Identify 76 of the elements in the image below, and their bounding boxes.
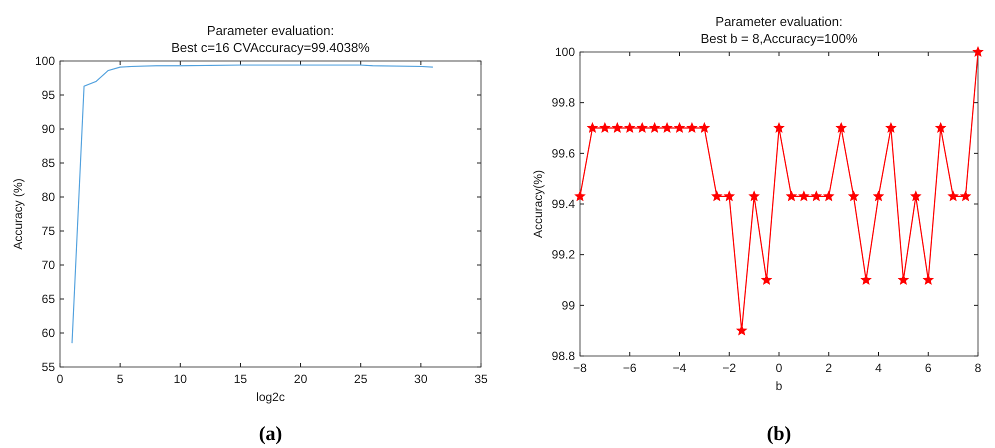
y-tick-label: 98.8: [552, 349, 576, 363]
point: [898, 274, 909, 284]
y-tick-label: 65: [42, 292, 56, 306]
point: [736, 325, 747, 336]
text: (a): [258, 423, 282, 445]
y-axis-title: Accuracy (%): [11, 178, 25, 250]
y-tick-label: 80: [42, 190, 56, 204]
point: [786, 191, 797, 201]
point: [972, 46, 984, 56]
y-tick-label: 75: [42, 224, 56, 238]
point: [649, 122, 660, 132]
x-tick-label: 5: [116, 372, 124, 386]
point: [774, 122, 784, 132]
x-tick-label: 15: [234, 372, 248, 386]
point: [948, 191, 958, 201]
y-axis-title: Accuracy(%): [531, 170, 545, 238]
x-tick-label: 6: [924, 361, 932, 375]
y-tick-label: 99.2: [552, 248, 576, 262]
x-tick-label: −4: [672, 361, 687, 375]
point: [910, 191, 921, 201]
point: [686, 122, 698, 132]
point: [587, 122, 598, 132]
y-tick-label: 60: [42, 326, 56, 340]
point: [637, 122, 648, 132]
point: [824, 191, 834, 201]
y-tick-label: 99: [562, 298, 576, 312]
y-tick-label: 99.4: [552, 197, 576, 211]
point: [798, 191, 810, 201]
x-tick-label: 30: [414, 372, 428, 386]
x-tick-label: 10: [174, 372, 188, 386]
point: [748, 191, 760, 201]
chart-title: Parameter evaluation: Best c=16 CVAccuracy=99.4038%: [171, 23, 370, 55]
y-tick-label: 100: [554, 45, 576, 59]
x-axis-title: b: [776, 379, 783, 393]
x-axis-title: log2c: [256, 390, 285, 404]
x-tick-label: 8: [974, 361, 982, 375]
point: [600, 122, 610, 132]
point: [923, 274, 934, 284]
point: [836, 122, 846, 132]
point: [848, 191, 859, 201]
x-tick-label: 0: [56, 372, 64, 386]
point: [860, 274, 872, 284]
x-tick-label: −8: [573, 361, 588, 375]
point: [873, 191, 884, 201]
y-tick-label: 95: [42, 88, 56, 102]
chart-title: Parameter evaluation: Best b = 8,Accuracy=100%: [700, 14, 858, 46]
y-tick-label: 99.8: [552, 96, 576, 110]
y-tick-label: 70: [42, 258, 56, 272]
x-tick-label: −6: [622, 361, 637, 375]
point: [724, 191, 734, 201]
x-tick-label: 4: [875, 361, 882, 375]
y-tick-label: 100: [34, 54, 56, 68]
point: [574, 191, 586, 201]
point: [712, 191, 722, 201]
x-tick-label: 25: [354, 372, 368, 386]
text: (b): [766, 423, 792, 445]
x-tick-label: 0: [776, 361, 783, 375]
point: [761, 274, 772, 284]
point: [612, 122, 622, 132]
point: [624, 122, 635, 132]
point: [674, 122, 685, 132]
point: [699, 122, 710, 132]
y-tick-label: 90: [42, 122, 56, 136]
point: [960, 191, 971, 201]
point: [811, 191, 822, 201]
x-tick-label: 20: [294, 372, 308, 386]
y-tick-label: 85: [42, 156, 56, 170]
point: [662, 122, 672, 132]
y-tick-label: 99.6: [552, 146, 576, 160]
point: [886, 122, 896, 132]
x-tick-label: −2: [722, 361, 736, 375]
x-tick-label: 2: [825, 361, 832, 375]
y-tick-label: 55: [42, 360, 56, 374]
line-series: [71, 64, 434, 344]
x-tick-label: 35: [474, 372, 488, 386]
point: [936, 122, 946, 132]
